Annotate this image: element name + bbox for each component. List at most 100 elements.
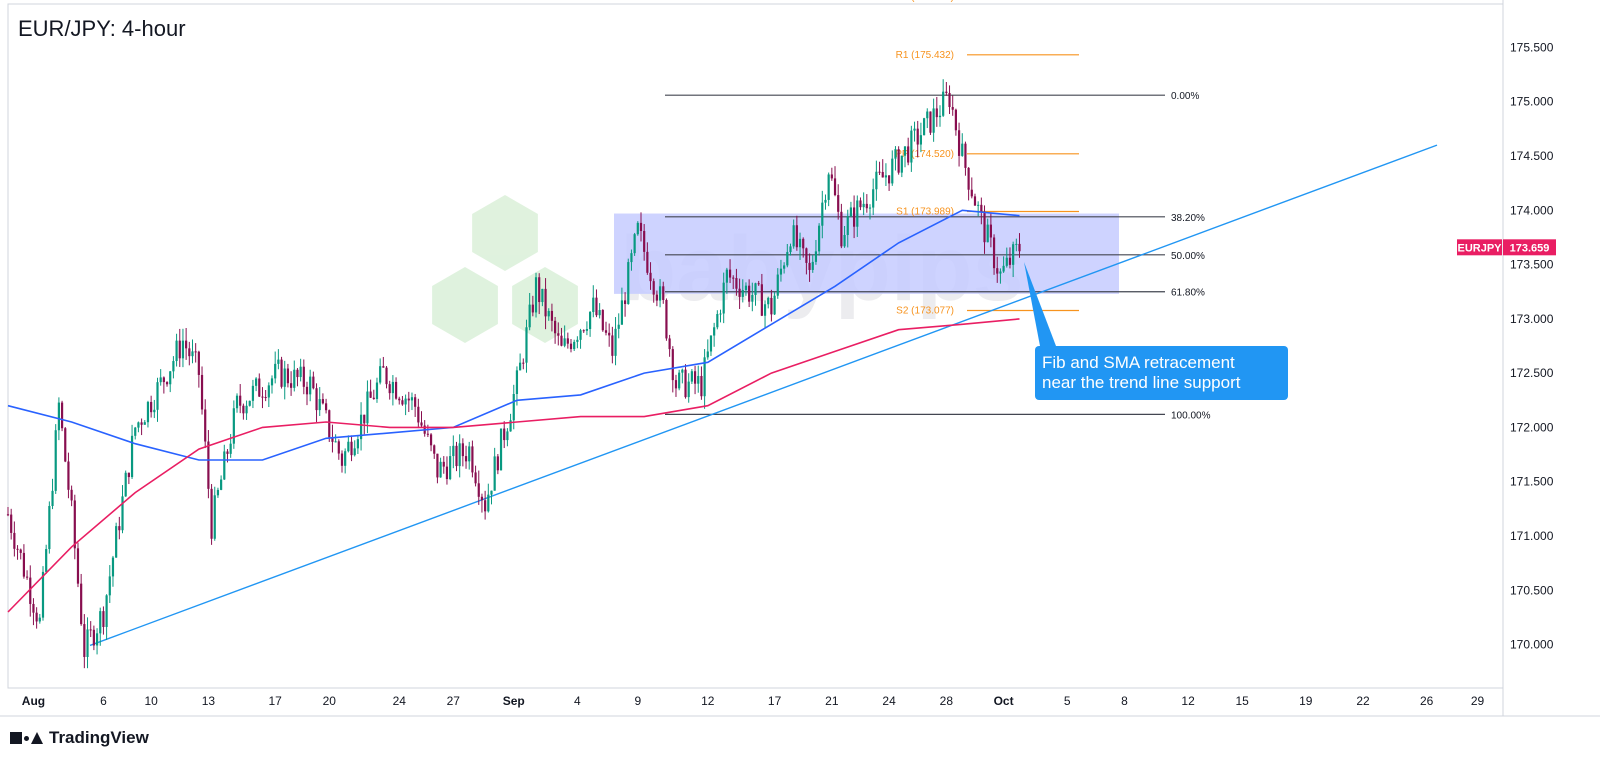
candle-body (846, 216, 849, 236)
candle-body (436, 453, 439, 478)
candle-body (821, 202, 824, 226)
candle-body (41, 571, 45, 618)
candle-body (658, 286, 662, 301)
pivot-level-label: S2 (173.077) (896, 305, 954, 316)
candle-body (499, 428, 503, 471)
candle-body (538, 277, 541, 303)
candle-body (544, 288, 547, 317)
candle-body (429, 434, 433, 446)
candle-body (108, 576, 111, 596)
candle-body (181, 340, 185, 359)
candle-body (382, 366, 385, 368)
candle-body (926, 111, 929, 119)
candle-body (554, 320, 557, 334)
candle-body (633, 234, 636, 254)
candle-body (162, 377, 165, 383)
candle-body (547, 310, 550, 317)
candle-body (89, 629, 92, 631)
candle-body (900, 155, 903, 173)
x-tick-label: Oct (994, 694, 1014, 708)
footer-brand[interactable]: TradingView (10, 728, 149, 748)
candle-body (51, 490, 54, 506)
candle-body (159, 377, 162, 383)
candle-body (143, 422, 146, 425)
candle-body (115, 526, 118, 558)
candle-body (280, 359, 283, 387)
candle-body (862, 203, 865, 208)
candle-body (668, 338, 671, 350)
y-tick-label: 170.500 (1510, 583, 1554, 597)
x-tick-label: 4 (574, 694, 581, 708)
candle-body (608, 332, 611, 336)
candle-body (751, 294, 754, 302)
candle-body (569, 343, 573, 350)
candle-body (477, 483, 480, 497)
candle-body (331, 437, 334, 442)
candle-body (907, 146, 910, 163)
candle-body (312, 376, 315, 389)
candle-body (916, 128, 919, 145)
pivot-level-label: PP (174.520) (895, 149, 954, 160)
candle-body (735, 278, 738, 289)
y-tick-label: 171.500 (1510, 475, 1554, 489)
candle-body (859, 200, 862, 208)
candle-body (922, 118, 926, 136)
candle-body (1018, 243, 1021, 252)
last-price-tag (1503, 239, 1556, 256)
candle-body (833, 178, 837, 196)
candle-body (509, 420, 512, 432)
candle-body (242, 405, 245, 414)
candle-body (977, 204, 980, 206)
candle-body (286, 368, 290, 384)
candle-body (868, 207, 872, 209)
candle-body (289, 383, 293, 388)
candle-body (837, 195, 840, 212)
candle-body (1005, 257, 1008, 266)
candle-body (872, 189, 875, 208)
x-tick-label: 29 (1471, 694, 1485, 708)
x-tick-label: 12 (701, 694, 715, 708)
candle-body (369, 391, 372, 398)
candle-body (515, 370, 519, 395)
candle-body (814, 251, 818, 262)
candle-body (32, 603, 35, 613)
candle-body (948, 92, 951, 108)
candle-body (818, 225, 821, 252)
x-tick-label: 24 (393, 694, 407, 708)
candle-body (391, 381, 394, 394)
candle-body (585, 329, 589, 331)
candle-body (957, 130, 961, 156)
candle-body (967, 167, 970, 190)
candle-body (283, 368, 286, 387)
candle-body (474, 472, 477, 484)
candle-body (652, 281, 655, 295)
candle-body (503, 428, 506, 441)
y-tick-label: 173.500 (1510, 258, 1554, 272)
candle-body (776, 274, 779, 296)
candle-body (798, 238, 802, 248)
candle-body (344, 451, 347, 466)
candle-body (19, 549, 22, 553)
symbol-tag (1457, 239, 1502, 256)
candle-body (433, 445, 436, 454)
y-tick-label: 172.500 (1510, 366, 1554, 380)
y-tick-label: 175.500 (1510, 40, 1554, 54)
candle-body (105, 595, 108, 627)
x-tick-label: 28 (940, 694, 954, 708)
x-tick-label: 5 (1064, 694, 1071, 708)
candle-body (445, 466, 449, 480)
candle-body (770, 297, 773, 315)
candle-body (188, 348, 191, 357)
candle-body (878, 171, 881, 173)
candle-body (385, 367, 388, 385)
candle-body (496, 456, 499, 471)
candle-body (270, 378, 274, 386)
candle-body (713, 327, 716, 336)
candle-body (763, 304, 767, 316)
candle-body (738, 288, 741, 297)
candle-body (258, 378, 261, 397)
chart-title: EUR/JPY: 4-hour (18, 16, 186, 41)
candle-body (557, 333, 560, 336)
candle-body (773, 295, 776, 315)
candle-body (29, 577, 32, 604)
